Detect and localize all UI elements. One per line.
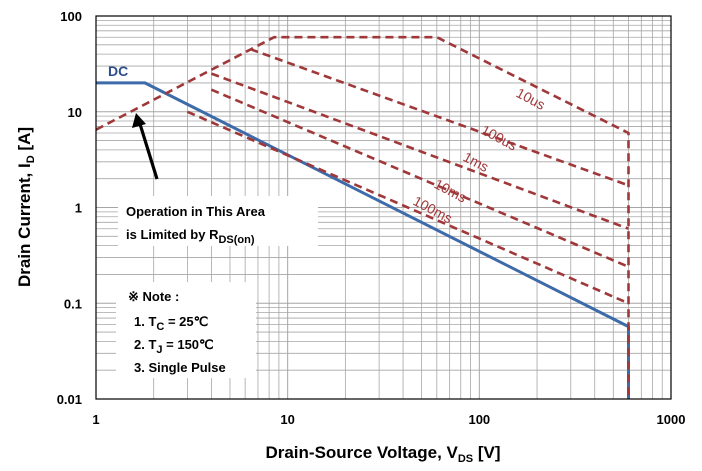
series-10ms	[210, 88, 630, 268]
y-tick-label: 0.1	[64, 296, 82, 311]
note-box-bg	[116, 282, 256, 378]
series-100us	[250, 47, 629, 187]
x-tick-label: 100	[468, 412, 490, 427]
plot-frame	[95, 15, 672, 400]
y-tick-label: 0.01	[57, 392, 82, 407]
rds-arrow-head	[132, 113, 146, 128]
y-tick-labels: 0.01 0.1 1 10 100	[57, 9, 82, 407]
series-1ms	[210, 72, 629, 230]
x-axis-label: Drain-Source Voltage, VDS [V]	[265, 443, 500, 465]
rds-annotation-line2: is Limited by RDS(on)	[126, 227, 255, 246]
y-tick-label: 10	[68, 105, 82, 120]
rds-annotation-line1: Operation in This Area	[126, 204, 266, 219]
rds-arrow-line	[138, 123, 159, 180]
note-item-3: 3. Single Pulse	[134, 360, 226, 375]
y-tick-label: 1	[75, 201, 82, 216]
note-item-2: 2. TJ = 150℃	[134, 337, 214, 356]
x-tick-labels: 1 10 100 1000	[92, 412, 685, 427]
x-tick-label: 10	[280, 412, 294, 427]
x-tick-label: 1	[92, 412, 99, 427]
note-title: ※ Note :	[128, 289, 179, 304]
x-tick-label: 1000	[657, 412, 686, 427]
series-100ms	[186, 110, 630, 305]
y-tick-label: 100	[60, 9, 82, 24]
series-10us	[95, 35, 630, 399]
note-item-1: 1. TC = 25℃	[134, 314, 208, 333]
label-dc: DC	[108, 63, 128, 79]
series-group	[95, 35, 630, 399]
rds-annotation-bg	[118, 196, 318, 246]
y-axis-label: Drain Current, ID [A]	[15, 127, 37, 287]
